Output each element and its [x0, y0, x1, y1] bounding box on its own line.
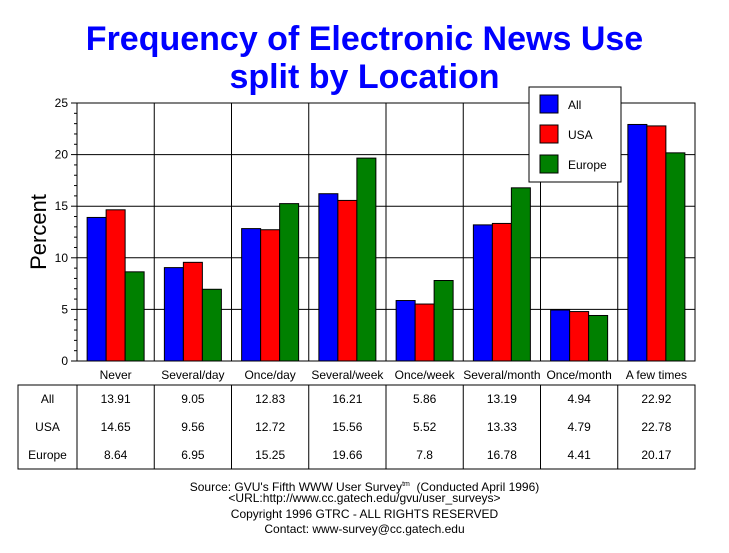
x-tick-label: A few times — [626, 368, 687, 382]
table-cell: 14.65 — [101, 420, 131, 434]
table-cell: 12.72 — [255, 420, 285, 434]
legend-swatch-all — [539, 94, 559, 114]
bar-all — [550, 309, 571, 362]
x-tick-label: Several/week — [311, 368, 384, 382]
y-axis-label: Percent — [26, 194, 51, 270]
table-cell: 13.19 — [487, 392, 517, 406]
table-row-label: Europe — [28, 448, 67, 462]
table-cell: 4.94 — [567, 392, 591, 406]
bar-europe — [124, 271, 145, 362]
footer-copyright: Copyright 1996 GTRC - ALL RIGHTS RESERVE… — [230, 507, 499, 521]
source-text: Source: GVU's Fifth WWW User Survey — [189, 480, 403, 494]
legend-label: USA — [568, 128, 593, 142]
table-cell: 13.33 — [487, 420, 517, 434]
table-cell: 9.05 — [181, 392, 205, 406]
table-cell: 19.66 — [332, 448, 362, 462]
x-tick-label: Never — [100, 368, 132, 382]
x-tick-label: Once/day — [244, 368, 295, 382]
bar-europe — [665, 152, 686, 362]
y-tick-label: 10 — [55, 251, 69, 265]
bar-usa — [337, 199, 358, 362]
table-cell: 12.83 — [255, 392, 285, 406]
table-cell: 4.41 — [567, 448, 591, 462]
y-tick-label: 15 — [55, 199, 69, 213]
bar-usa — [105, 209, 126, 362]
x-tick-label: Several/month — [463, 368, 540, 382]
bar-all — [163, 267, 184, 362]
x-tick-label: Several/day — [161, 368, 224, 382]
y-tick-label: 0 — [61, 354, 68, 368]
chart-subtitle: split by Location — [229, 58, 500, 96]
table-cell: 20.17 — [641, 448, 671, 462]
bar-europe — [201, 288, 222, 362]
bar-all — [86, 216, 107, 362]
table-cell: 5.52 — [413, 420, 437, 434]
bar-usa — [569, 311, 590, 362]
chart-title: Frequency of Electronic News Use — [85, 20, 644, 58]
footer-url: <URL:http://www.cc.gatech.edu/gvu/user_s… — [228, 491, 501, 505]
bar-europe — [356, 157, 377, 362]
footer-source: Source: GVU's Fifth WWW User Surveytm (C… — [0, 477, 729, 495]
y-tick-label: 25 — [55, 96, 69, 110]
y-tick-label: 5 — [61, 302, 68, 316]
table-cell: 8.64 — [104, 448, 128, 462]
bar-usa — [182, 261, 203, 362]
plot-frame — [76, 102, 696, 362]
bar-all — [627, 123, 648, 362]
bar-usa — [260, 229, 281, 362]
y-tick-label: 20 — [55, 148, 69, 162]
trademark-mark: tm — [402, 481, 410, 488]
table-cell: 4.79 — [567, 420, 591, 434]
table-cell: 15.25 — [255, 448, 285, 462]
bar-usa — [646, 125, 667, 362]
bar-europe — [279, 203, 300, 362]
bar-all — [318, 193, 339, 362]
table-cell: 13.91 — [101, 392, 131, 406]
table-row-label: USA — [35, 420, 60, 434]
bar-all — [241, 228, 262, 362]
bar-europe — [588, 314, 609, 362]
table-cell: 22.92 — [641, 392, 671, 406]
table-cell: 22.78 — [641, 420, 671, 434]
table-cell: 15.56 — [332, 420, 362, 434]
footer-contact: Contact: www-survey@cc.gatech.edu — [264, 522, 465, 536]
bar-usa — [414, 303, 435, 362]
table-cell: 16.21 — [332, 392, 362, 406]
table-cell: 16.78 — [487, 448, 517, 462]
legend-swatch-usa — [539, 124, 559, 144]
bar-europe — [433, 280, 454, 362]
x-tick-label: Once/month — [546, 368, 611, 382]
bar-usa — [491, 222, 512, 362]
legend-label: All — [568, 98, 581, 112]
table-cell: 7.8 — [416, 448, 433, 462]
bar-europe — [510, 187, 531, 362]
table-cell: 6.95 — [181, 448, 205, 462]
x-tick-label: Once/week — [395, 368, 456, 382]
table-cell: 9.56 — [181, 420, 205, 434]
conducted-text: (Conducted April 1996) — [409, 480, 540, 494]
table-cell: 5.86 — [413, 392, 437, 406]
data-table-frame — [17, 384, 696, 470]
table-row-label: All — [41, 392, 54, 406]
bar-all — [472, 224, 493, 362]
legend-label: Europe — [568, 158, 607, 172]
legend-swatch-europe — [539, 154, 559, 174]
bar-all — [395, 300, 416, 362]
